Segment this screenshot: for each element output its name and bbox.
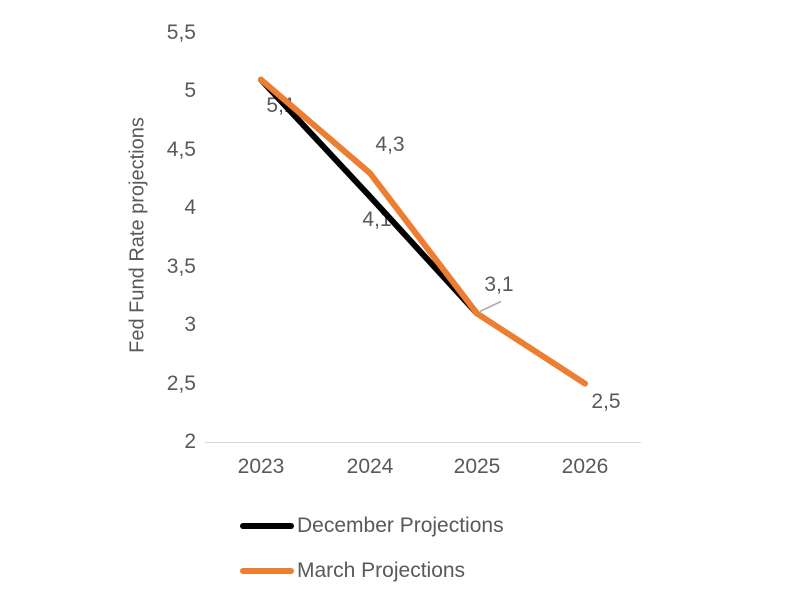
y-tick-label: 3,5 — [166, 254, 196, 278]
legend-label-march: March Projections — [297, 558, 466, 582]
y-tick-label: 2,5 — [166, 371, 196, 395]
data-label: 4,3 — [375, 133, 405, 157]
legend-label-december: December Projections — [297, 513, 504, 537]
x-tick-label: 2023 — [237, 455, 285, 478]
y-tick-label: 3 — [184, 313, 196, 337]
legend-item-march-projections: March Projections — [240, 557, 504, 584]
data-label: 3,1 — [484, 273, 514, 297]
y-tick-label: 4,5 — [166, 137, 196, 161]
x-axis-line — [205, 442, 641, 443]
x-tick-label: 2025 — [453, 455, 501, 478]
y-tick-label: 5,5 — [166, 21, 196, 44]
x-tick-label: 2024 — [346, 455, 394, 478]
y-tick-label: 5 — [184, 79, 196, 103]
x-tick-label: 2026 — [561, 455, 609, 478]
data-label: 4,1 — [362, 207, 392, 231]
data-label: 5,1 — [266, 93, 296, 117]
legend: December Projections March Projections — [240, 512, 504, 584]
march-line-swatch — [240, 567, 294, 574]
y-tick-label: 4 — [184, 196, 196, 220]
december-line-swatch — [240, 522, 294, 529]
legend-item-december-projections: December Projections — [240, 512, 504, 539]
y-tick-label: 2 — [184, 430, 196, 453]
data-label: 2,5 — [591, 389, 621, 413]
